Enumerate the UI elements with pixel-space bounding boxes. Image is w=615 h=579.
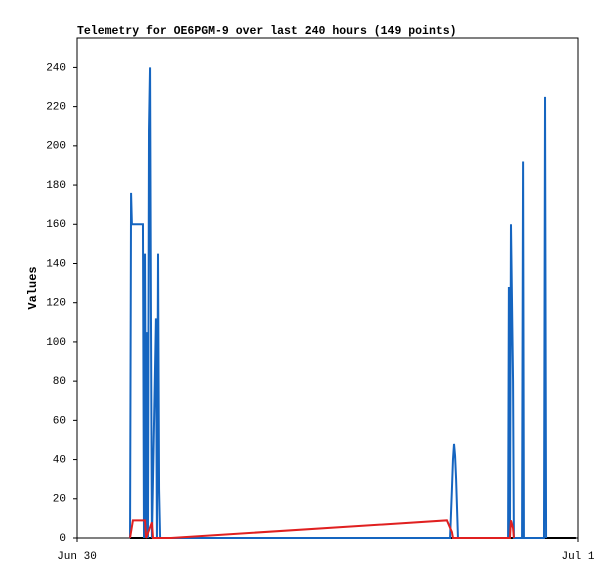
series-line xyxy=(129,67,548,539)
y-tick-label: 180 xyxy=(46,180,66,192)
y-tick-label: 160 xyxy=(46,219,66,231)
y-tick-label: 100 xyxy=(46,337,66,349)
x-tick-label: Jul 1 xyxy=(561,551,594,563)
y-tick-label: 20 xyxy=(53,494,66,506)
y-tick-label: 40 xyxy=(53,454,66,466)
y-tick-label: 0 xyxy=(59,533,66,545)
chart-title: Telemetry for OE6PGM-9 over last 240 hou… xyxy=(77,25,457,38)
y-tick-label: 220 xyxy=(46,102,66,114)
y-tick-label: 60 xyxy=(53,415,66,427)
y-tick-label: 240 xyxy=(46,62,66,74)
y-tick-label: 140 xyxy=(46,258,66,270)
y-axis-label: Values xyxy=(26,266,40,309)
series-line xyxy=(129,519,515,539)
y-tick-label: 200 xyxy=(46,141,66,153)
y-tick-label: 120 xyxy=(46,298,66,310)
x-tick-label: Jun 30 xyxy=(57,551,97,563)
y-tick-label: 80 xyxy=(53,376,66,388)
